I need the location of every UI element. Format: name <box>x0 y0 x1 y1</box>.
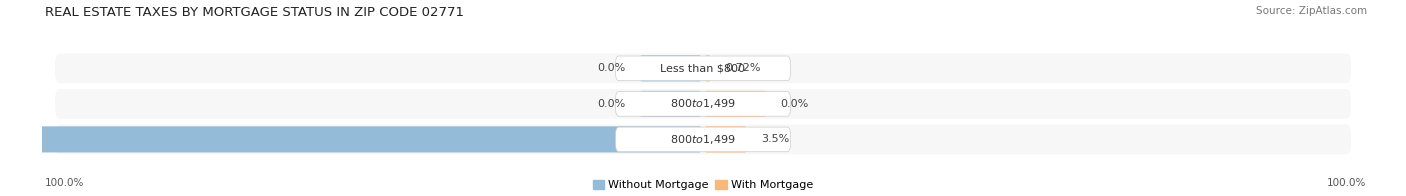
Text: 3.5%: 3.5% <box>761 134 790 144</box>
FancyBboxPatch shape <box>55 124 1351 154</box>
Text: 0.0%: 0.0% <box>598 99 626 109</box>
Text: REAL ESTATE TAXES BY MORTGAGE STATUS IN ZIP CODE 02771: REAL ESTATE TAXES BY MORTGAGE STATUS IN … <box>45 6 464 19</box>
Text: Less than $800: Less than $800 <box>661 63 745 73</box>
Text: 0.0%: 0.0% <box>780 99 808 109</box>
FancyBboxPatch shape <box>0 126 703 152</box>
FancyBboxPatch shape <box>616 56 790 81</box>
FancyBboxPatch shape <box>703 91 768 117</box>
Text: 100.0%: 100.0% <box>1327 178 1367 188</box>
FancyBboxPatch shape <box>703 55 713 81</box>
FancyBboxPatch shape <box>703 126 748 152</box>
FancyBboxPatch shape <box>55 54 1351 83</box>
Text: $800 to $1,499: $800 to $1,499 <box>671 97 735 110</box>
FancyBboxPatch shape <box>638 91 703 117</box>
FancyBboxPatch shape <box>638 55 703 81</box>
Text: 0.0%: 0.0% <box>598 63 626 73</box>
Text: $800 to $1,499: $800 to $1,499 <box>671 133 735 146</box>
FancyBboxPatch shape <box>616 92 790 116</box>
FancyBboxPatch shape <box>55 89 1351 119</box>
FancyBboxPatch shape <box>616 127 790 152</box>
Text: 0.72%: 0.72% <box>725 63 761 73</box>
Text: Source: ZipAtlas.com: Source: ZipAtlas.com <box>1256 6 1367 16</box>
Legend: Without Mortgage, With Mortgage: Without Mortgage, With Mortgage <box>593 180 813 191</box>
Text: 100.0%: 100.0% <box>45 178 84 188</box>
